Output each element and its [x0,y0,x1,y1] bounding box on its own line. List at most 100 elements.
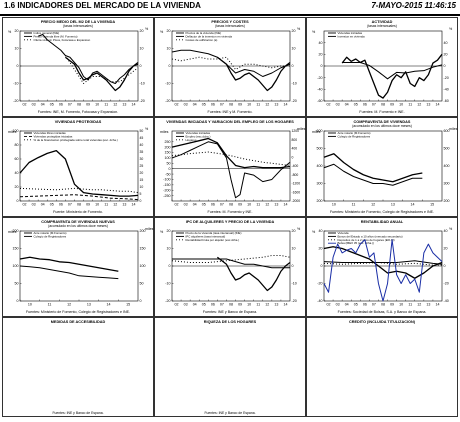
x-tick-label: 04 [41,103,45,107]
chart-svg-10: MEDIDAS DE ACCESIBILIDAD Fuentes: INE y B… [2,317,154,417]
y-right-tick-label: 40 [444,229,448,233]
y-tick-label: -20 [165,299,170,303]
y-tick-label: 250 [165,140,171,144]
y-tick-label: -250 [163,194,170,198]
series-line-4 [323,239,443,302]
x-tick-label: 12 [113,103,117,107]
panel-border [2,117,154,217]
y-right-tick-label: -10 [140,82,145,86]
x-tick-label: 11 [256,303,260,307]
y-right-tick-label: 50 [140,129,144,133]
series-line-3 [323,262,442,266]
y-right-tick-label: 150 [140,247,146,251]
y-right-tick-label: 1200 [292,129,300,133]
legend-entry: Viviendas iniciadas [186,131,211,135]
y-right-tick-label: 10 [140,47,144,51]
legend-entry: Empleo (esc.dcha.) [186,134,211,138]
series-line-3 [171,255,291,263]
legend-entry: Inversion en vivienda [338,34,366,38]
y-tick-label: 200 [165,145,171,149]
chart-title: ACTIVIDAD [372,20,393,24]
x-tick-label: 10 [399,103,403,107]
y-tick-label: 10 [167,247,171,251]
x-tick-label: 07 [220,103,224,107]
y-right-tick-label: 600 [444,129,450,133]
x-tick-label: 03 [336,103,340,107]
legend-entry: Rentabilidad bruta por alquiler (esc.dch… [186,238,240,242]
y-right-tick-label: -20 [140,99,145,103]
chart-svg-7: COMPRAVENTA DE VIVIENDAS NUEVAS(acumulad… [2,217,154,317]
x-tick-label: 04 [193,303,197,307]
chart-panel-9: RENTABILIDAD ANUAL 40 20 0 -20 -40 40 20 0 -20 -40… [306,217,458,317]
x-tick-label: 07 [68,103,72,107]
x-tick-label: 09 [390,103,394,107]
x-tick-label: 08 [381,303,385,307]
chart-source: Fuentes: Sociedad de Bolsas, S.A. y Banc… [338,310,427,314]
series-line-1 [323,246,443,279]
y-right-tick-label: 10 [292,47,296,51]
chart-subtitle: (acumulado en los ultimos doce meses) [352,124,412,128]
series-line-2 [19,265,119,280]
x-tick-label: 14 [283,103,287,107]
series-line-3 [171,151,291,166]
y-right-tick-label: 0 [140,299,142,303]
y-right-tick-label: 500 [444,147,450,151]
y-tick-label: 300 [317,182,323,186]
y-tick-label: 20 [167,229,171,233]
series-line-1 [341,53,443,99]
chart-title: PRECIOS Y COSTES [211,20,249,24]
x-tick-label: 05 [354,103,358,107]
x-tick-label: 13 [122,203,126,207]
x-tick-label: 06 [211,303,215,307]
x-tick-label: 05 [354,303,358,307]
legend-entry: Viviendas libres iniciadas [34,131,67,135]
x-tick-label: 02 [327,103,331,107]
legend-entry: Colegio de Registradores [34,234,67,238]
chart-subtitle: (acumulado en los ultimos doce meses) [48,224,108,228]
x-tick-label: 07 [220,203,224,207]
x-tick-label: 05 [50,203,54,207]
x-tick-label: 11 [408,103,412,107]
y-right-tick-label: -20 [444,76,449,80]
y-tick-label: -20 [317,282,322,286]
y-unit-right: % [297,27,301,31]
x-tick-label: 11 [408,303,412,307]
x-tick-label: 06 [59,203,63,207]
x-tick-label: 06 [59,103,63,107]
y-unit-right: miles [449,127,458,131]
legend-entry: Precios de la vivienda (INE) [186,31,222,35]
y-unit-left: miles [8,130,17,134]
panel-border [2,317,154,417]
series-line-2 [323,163,423,186]
chart-title: MEDIDAS DE ACCESIBILIDAD [51,320,106,324]
chart-title: IPC DE ALQUILERES Y PRECIO DE LA VIVIEND… [186,220,275,224]
y-right-tick-label: 25 [140,164,144,168]
x-tick-label: 11 [104,103,108,107]
x-tick-label: 06 [363,303,367,307]
y-tick-label: 0 [169,167,171,171]
x-tick-label: 06 [211,103,215,107]
y-tick-label: -20 [165,99,170,103]
report-timestamp: 7-MAYO-2015 11:46:15 [371,1,456,10]
y-right-tick-label: 10 [140,185,144,189]
x-tick-label: 12 [417,303,421,307]
header-bar: 1.6 INDICADORES DEL MERCADO DE LA VIVIEN… [0,0,460,16]
y-unit-left: miles [8,230,17,234]
y-unit-right: miles [297,127,306,131]
y-tick-label: 0 [17,199,19,203]
x-tick-label: 04 [345,103,349,107]
chart-panel-4: VIVIENDAS PROTEGIDAS 100 80 60 40 20 0 50 45 40 35… [2,117,154,217]
y-tick-label: 600 [317,129,323,133]
x-tick-label: 10 [247,303,251,307]
chart-title: CREDITO (INCLUIDA TITULIZACION) [349,320,416,324]
panel-border [2,17,154,117]
chart-svg-9: RENTABILIDAD ANUAL 40 20 0 -20 -40 40 20 0 -20 -40… [306,217,458,317]
x-tick-label: 10 [247,103,251,107]
chart-svg-5: VIVIENDAS INICIADAS Y VARIACION DEL EMPL… [154,117,306,217]
chart-source: Fuentes: Ministerio de Fomento, Colegio … [26,310,130,314]
y-unit-right: % [449,227,453,231]
x-tick-label: 05 [202,203,206,207]
x-tick-label: 07 [220,303,224,307]
chart-subtitle: (tasas interanuales) [63,24,93,28]
x-tick-label: 03 [184,203,188,207]
